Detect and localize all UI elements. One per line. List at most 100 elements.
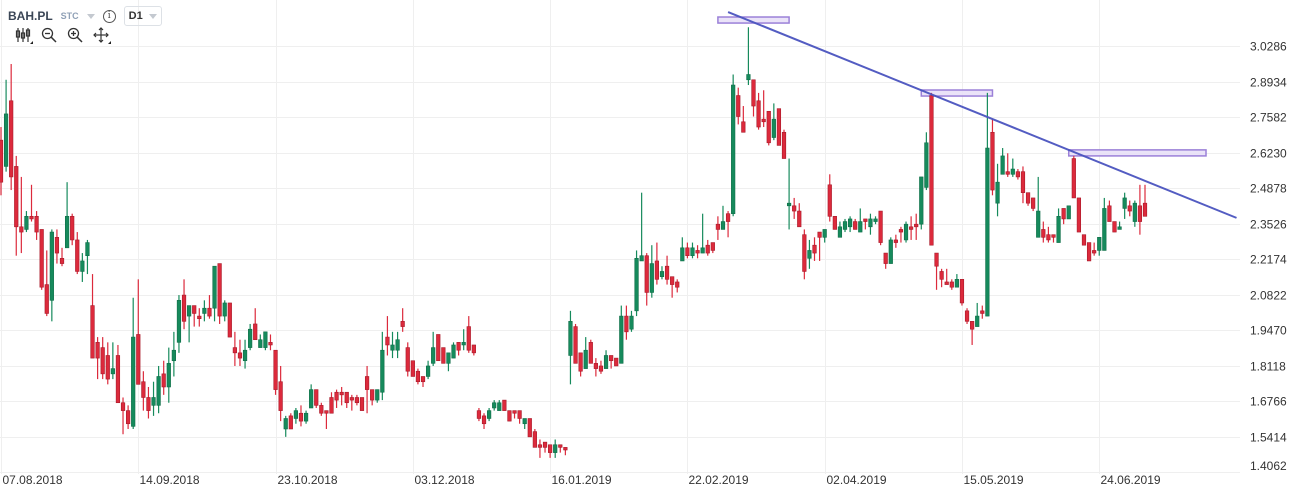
candle-body xyxy=(253,323,258,341)
candle-body xyxy=(100,347,105,375)
candle-down xyxy=(476,407,482,422)
price-tick-label: 2.2174 xyxy=(1250,253,1287,267)
candle-body xyxy=(263,331,268,348)
candle-body xyxy=(70,216,75,241)
candle-body xyxy=(949,281,954,288)
candle-down xyxy=(761,90,766,128)
candle-body xyxy=(898,229,904,233)
candle-body xyxy=(329,397,334,414)
candle-body xyxy=(685,247,690,256)
candle-body xyxy=(944,281,949,285)
candle-down xyxy=(532,428,537,448)
candle-up xyxy=(629,310,634,332)
candle-up xyxy=(1036,176,1041,238)
candle-down xyxy=(675,279,680,293)
candle-up xyxy=(283,415,288,437)
candle-down xyxy=(1081,234,1087,246)
candle-up xyxy=(293,407,298,424)
candle-body xyxy=(802,234,807,272)
chart-toolbar xyxy=(14,26,111,44)
price-axis[interactable]: 3.0286 2.8934 2.7582 2.6230 2.4878 2.3526 2.21… xyxy=(1250,40,1287,474)
date-tick-label: 23.10.2018 xyxy=(278,473,338,487)
trendline[interactable] xyxy=(727,11,1237,219)
candle-body xyxy=(909,226,914,230)
market-dropdown-caret-icon[interactable] xyxy=(86,13,95,19)
candle-down xyxy=(400,308,405,332)
candle-body xyxy=(690,247,695,256)
candle-down xyxy=(0,127,4,196)
trendline-group[interactable] xyxy=(727,11,1237,219)
candle-body xyxy=(1000,155,1005,175)
candle-down xyxy=(120,397,126,435)
candle-down xyxy=(802,229,807,280)
candle-body xyxy=(1020,171,1026,193)
candle-body xyxy=(970,321,975,330)
candle-up xyxy=(680,237,685,262)
candle-body xyxy=(1031,197,1036,209)
move-icon[interactable] xyxy=(92,26,111,44)
candle-down xyxy=(725,211,731,238)
candle-body xyxy=(1066,205,1071,220)
candle-body xyxy=(1142,202,1148,217)
candle-down xyxy=(863,218,868,230)
candle-body xyxy=(568,321,573,356)
date-tick-label: 22.02.2019 xyxy=(689,473,749,487)
candle-body xyxy=(248,328,253,348)
candle-up xyxy=(461,329,466,351)
candle-body xyxy=(95,342,100,359)
candle-body xyxy=(24,216,29,230)
candle-body xyxy=(731,84,736,214)
candle-body xyxy=(181,294,187,322)
candle-body xyxy=(553,444,558,453)
candle-body xyxy=(212,265,217,309)
candle-down xyxy=(654,242,659,285)
candle-body xyxy=(542,441,548,448)
zoom-in-icon[interactable] xyxy=(66,26,84,44)
candle-body xyxy=(756,100,761,128)
candle-down xyxy=(115,344,121,404)
resistance-zone-rect[interactable] xyxy=(1067,149,1207,157)
candle-down xyxy=(1051,234,1056,243)
candle-down xyxy=(898,226,904,243)
candlestick-type-icon[interactable] xyxy=(14,26,33,44)
candle-down xyxy=(502,399,507,411)
candle-down xyxy=(237,339,243,366)
candle-body xyxy=(217,263,222,317)
candle-down xyxy=(1031,197,1036,212)
candle-down xyxy=(548,444,553,458)
candle-body xyxy=(166,363,171,388)
candle-body xyxy=(858,221,863,233)
candle-down xyxy=(909,216,914,240)
date-axis[interactable]: 07.08.2018 14.09.2018 23.10.2018 03.12.2018… xyxy=(3,473,1161,487)
candle-up xyxy=(1010,158,1015,177)
candle-down xyxy=(710,242,715,254)
candle-down xyxy=(776,108,782,146)
candle-down xyxy=(964,308,970,324)
candle-body xyxy=(425,365,431,377)
timeframe-select[interactable]: D1 xyxy=(123,6,162,26)
candle-down xyxy=(878,210,883,246)
candle-up xyxy=(156,365,161,414)
market-label[interactable]: STC xyxy=(60,11,79,21)
candle-body xyxy=(797,210,802,228)
candle-body xyxy=(0,139,4,183)
candle-down xyxy=(644,253,649,306)
candle-down xyxy=(334,389,339,408)
candle-up xyxy=(492,400,497,411)
candle-down xyxy=(766,110,771,146)
candle-up xyxy=(568,310,573,385)
candle-body xyxy=(400,321,405,327)
candle-down xyxy=(1046,226,1051,243)
candle-body xyxy=(1107,205,1112,222)
price-tick-label: 2.8934 xyxy=(1250,76,1287,90)
info-icon[interactable]: i xyxy=(102,9,116,23)
candle-up xyxy=(425,360,431,380)
candle-down xyxy=(563,447,568,456)
zoom-out-icon[interactable] xyxy=(40,26,58,44)
candle-body xyxy=(741,121,746,133)
candle-up xyxy=(603,350,609,369)
candle-up xyxy=(837,221,843,238)
resistance-zone-rect[interactable] xyxy=(920,89,994,97)
candle-body xyxy=(573,326,578,364)
